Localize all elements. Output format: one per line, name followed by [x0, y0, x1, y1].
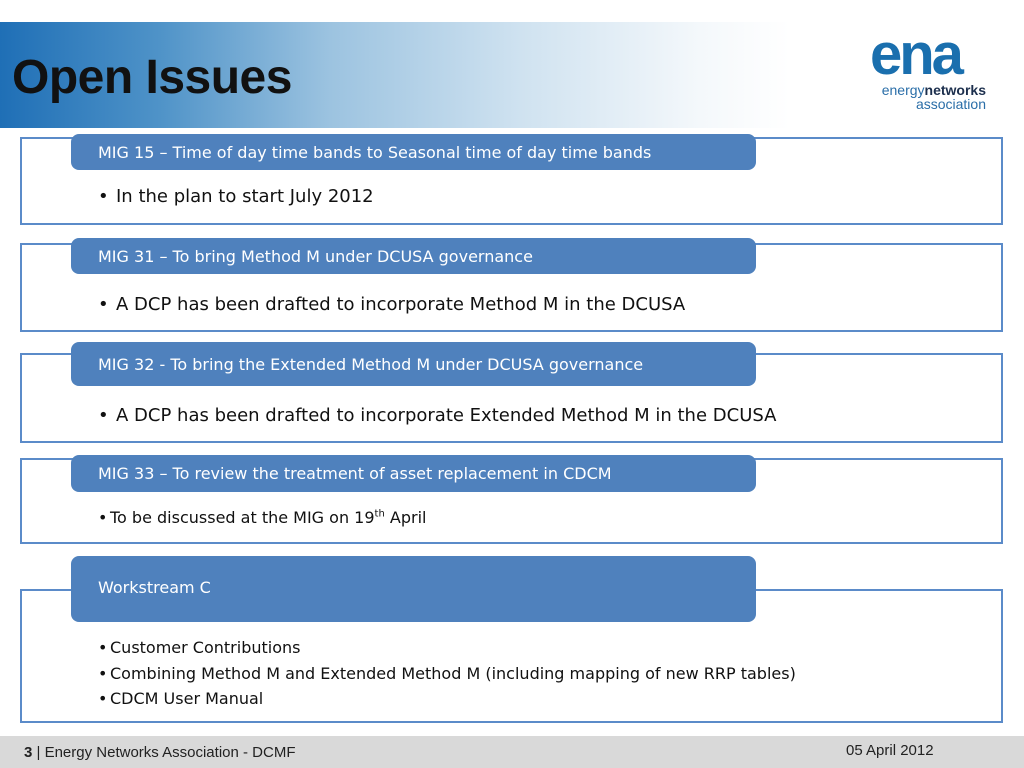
page-number: 3	[24, 744, 33, 761]
section-heading-mig15: MIG 15 – Time of day time bands to Seaso…	[71, 134, 756, 170]
bullet-item: • CDCM User Manual	[98, 689, 264, 708]
section-heading-mig32: MIG 32 - To bring the Extended Method M …	[71, 342, 756, 386]
footer-date: 05 April 2012	[846, 742, 934, 759]
footer-caption: 3 | Energy Networks Association - DCMF	[24, 744, 296, 761]
header-band	[0, 22, 1024, 128]
bullet-item: • A DCP has been drafted to incorporate M…	[98, 294, 686, 315]
bullet-item: • To be discussed at the MIG on 19th Apri…	[98, 508, 427, 527]
bullet-item: • In the plan to start July 2012	[98, 186, 374, 207]
footer-organisation: Energy Networks Association - DCMF	[44, 744, 296, 761]
bullet-item: • Combining Method M and Extended Method …	[98, 664, 796, 683]
section-heading-workstream-c: Workstream C	[71, 556, 756, 622]
logo-wordmark: ena	[870, 22, 964, 87]
bullet-item: • A DCP has been drafted to incorporate E…	[98, 405, 777, 426]
section-heading-mig33: MIG 33 – To review the treatment of asse…	[71, 455, 756, 492]
ena-logo: ena energynetworks association	[866, 22, 990, 114]
bullet-item: • Customer Contributions	[98, 638, 301, 657]
section-heading-mig31: MIG 31 – To bring Method M under DCUSA g…	[71, 238, 756, 274]
logo-line-1: energynetworks	[881, 82, 986, 98]
logo-line-2: association	[915, 96, 986, 112]
footer-bar: 3 | Energy Networks Association - DCMF 0…	[0, 736, 1024, 768]
page-title: Open Issues	[12, 51, 292, 104]
